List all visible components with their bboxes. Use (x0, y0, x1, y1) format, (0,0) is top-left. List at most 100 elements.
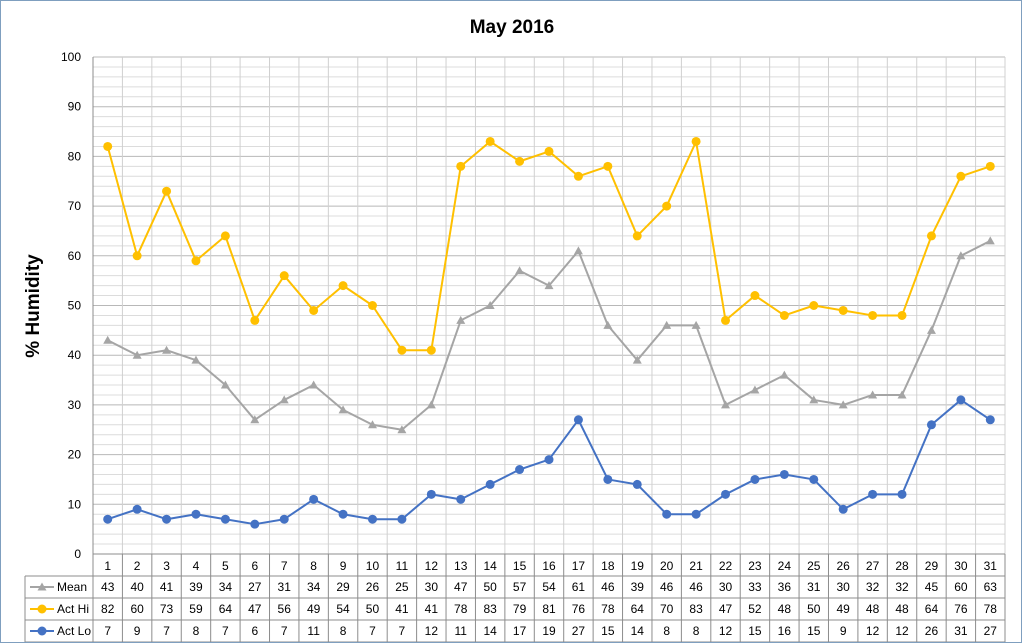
data-table-cell: 31 (807, 580, 821, 594)
data-table-cell: 30 (837, 580, 851, 594)
data-point (779, 310, 789, 320)
x-tick-label: 15 (513, 559, 527, 573)
data-point (338, 509, 348, 519)
data-point (544, 455, 554, 465)
data-point (485, 301, 495, 309)
data-table-cell: 34 (307, 580, 321, 594)
series-layer (103, 136, 995, 529)
data-table-cell: 41 (395, 602, 409, 616)
data-point (515, 156, 525, 166)
data-table-cell: 76 (572, 602, 586, 616)
y-tick-label: 30 (68, 398, 82, 412)
data-table-cell: 32 (866, 580, 880, 594)
x-tick-label: 25 (807, 559, 821, 573)
data-point (456, 315, 466, 324)
data-point (573, 171, 583, 181)
data-table-cell: 15 (748, 624, 762, 638)
data-point (573, 246, 583, 255)
x-tick-label: 3 (163, 559, 170, 573)
x-tick-label: 9 (340, 559, 347, 573)
x-tick-label: 16 (542, 559, 556, 573)
data-point (250, 519, 260, 529)
data-point (367, 514, 377, 524)
x-tick-label: 18 (601, 559, 615, 573)
data-table-cell: 12 (895, 624, 909, 638)
data-point (956, 251, 966, 260)
legend-label: Mean (57, 580, 87, 594)
data-table-cell: 78 (601, 602, 615, 616)
data-table-cell: 6 (251, 624, 258, 638)
x-tick-label: 10 (366, 559, 380, 573)
data-point (279, 395, 289, 404)
data-table-cell: 25 (395, 580, 409, 594)
data-point (985, 236, 995, 245)
data-table-cell: 47 (719, 602, 733, 616)
data-table-cell: 45 (925, 580, 939, 594)
data-point (456, 161, 466, 171)
data-point (985, 161, 995, 171)
data-table-cell: 81 (542, 602, 556, 616)
x-tick-label: 27 (866, 559, 880, 573)
data-table-cell: 61 (572, 580, 586, 594)
x-tick-label: 5 (222, 559, 229, 573)
data-table-cell: 19 (542, 624, 556, 638)
data-point (515, 266, 525, 275)
data-table-cell: 12 (719, 624, 733, 638)
y-tick-label: 60 (68, 249, 82, 263)
data-point (162, 514, 172, 524)
data-table-cell: 8 (663, 624, 670, 638)
data-point (250, 415, 260, 424)
data-table-cell: 26 (366, 580, 380, 594)
data-point (573, 415, 583, 425)
data-point (956, 395, 966, 405)
data-table-cell: 79 (513, 602, 527, 616)
data-table-cell: 8 (340, 624, 347, 638)
data-point (367, 301, 377, 310)
data-table-cell: 14 (483, 624, 497, 638)
x-tick-label: 4 (193, 559, 200, 573)
data-table-cell: 46 (689, 580, 703, 594)
data-point (897, 390, 907, 399)
data-table-cell: 43 (101, 580, 115, 594)
data-table-cell: 48 (866, 602, 880, 616)
data-table-cell: 82 (101, 602, 115, 616)
x-tick-label: 20 (660, 559, 674, 573)
data-point (632, 479, 642, 489)
data-table-cell: 40 (130, 580, 144, 594)
y-tick-label: 100 (61, 50, 81, 64)
data-point (632, 231, 642, 241)
data-point (985, 415, 995, 425)
data-table-cell: 49 (837, 602, 851, 616)
data-point (897, 310, 907, 320)
data-point (191, 509, 201, 519)
data-table-cell: 41 (160, 580, 174, 594)
data-point (662, 509, 672, 519)
data-table-cell: 11 (307, 624, 320, 638)
data-point (779, 469, 789, 479)
x-tick-label: 17 (572, 559, 586, 573)
data-table-cell: 32 (895, 580, 909, 594)
data-point (838, 400, 848, 409)
data-point (103, 514, 113, 524)
data-table-cell: 30 (719, 580, 733, 594)
data-point (809, 474, 819, 484)
data-point (426, 345, 436, 355)
data-table-cell: 34 (219, 580, 233, 594)
data-table-cell: 47 (248, 602, 262, 616)
x-tick-label: 24 (778, 559, 792, 573)
data-point (750, 385, 760, 394)
x-tick-label: 12 (425, 559, 439, 573)
data-point (691, 136, 701, 146)
data-table-cell: 17 (513, 624, 527, 638)
data-table-cell: 31 (278, 580, 292, 594)
data-point (485, 479, 495, 489)
data-table-cell: 7 (163, 624, 170, 638)
data-table-cell: 8 (693, 624, 700, 638)
data-table-cell: 46 (601, 580, 615, 594)
data-point (426, 489, 436, 499)
data-table-cell: 12 (866, 624, 880, 638)
data-point (926, 231, 936, 241)
x-tick-label: 2 (134, 559, 141, 573)
data-table-cell: 64 (925, 602, 939, 616)
